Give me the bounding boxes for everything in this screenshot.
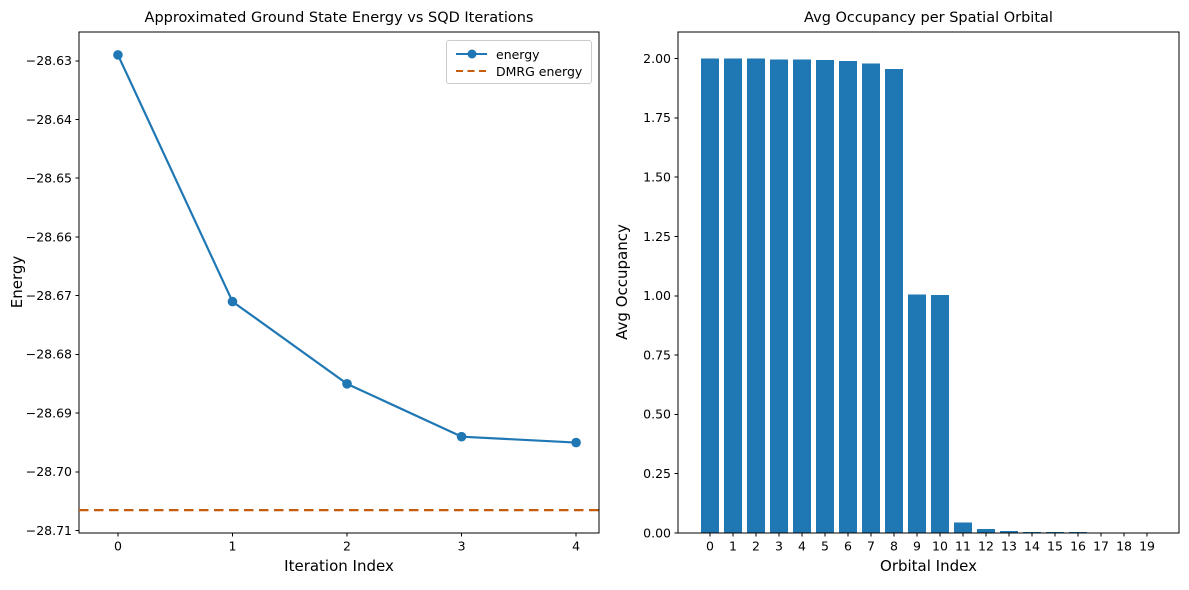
legend-label-dmrg-energy: DMRG energy (496, 63, 583, 79)
svg-text:19: 19 (1139, 539, 1155, 554)
svg-text:3: 3 (775, 539, 783, 554)
svg-text:−28.71: −28.71 (26, 523, 72, 538)
svg-text:−28.65: −28.65 (26, 171, 72, 186)
legend: energy DMRG energy (446, 40, 592, 84)
svg-text:1.25: 1.25 (643, 229, 671, 244)
svg-text:18: 18 (1116, 539, 1132, 554)
svg-text:1: 1 (729, 539, 737, 554)
svg-text:0: 0 (706, 539, 714, 554)
svg-text:16: 16 (1070, 539, 1086, 554)
energy-line-marker-sample-icon (456, 52, 487, 56)
svg-text:1: 1 (229, 539, 237, 554)
occupancy-x-axis-label: Orbital Index (880, 557, 977, 575)
svg-text:4: 4 (798, 539, 806, 554)
svg-text:12: 12 (978, 539, 994, 554)
svg-text:10: 10 (932, 539, 948, 554)
svg-text:7: 7 (867, 539, 875, 554)
svg-text:0.50: 0.50 (643, 407, 671, 422)
legend-item-energy: energy (456, 46, 583, 62)
svg-text:11: 11 (955, 539, 971, 554)
svg-text:−28.70: −28.70 (26, 464, 72, 479)
svg-text:0.75: 0.75 (643, 347, 671, 362)
svg-text:4: 4 (572, 539, 580, 554)
svg-text:−28.66: −28.66 (26, 229, 72, 244)
svg-text:1.00: 1.00 (643, 288, 671, 303)
legend-label-energy: energy (496, 46, 540, 62)
svg-text:−28.64: −28.64 (26, 112, 72, 127)
energy-chart-title: Approximated Ground State Energy vs SQD … (144, 10, 534, 26)
svg-text:0: 0 (114, 539, 122, 554)
svg-text:0.00: 0.00 (643, 525, 671, 540)
svg-text:−28.69: −28.69 (26, 405, 72, 420)
svg-text:13: 13 (1001, 539, 1017, 554)
svg-text:3: 3 (458, 539, 466, 554)
legend-item-dmrg-energy: DMRG energy (456, 63, 583, 79)
svg-text:2: 2 (343, 539, 351, 554)
svg-text:15: 15 (1047, 539, 1063, 554)
svg-text:−28.63: −28.63 (26, 53, 72, 68)
svg-text:17: 17 (1093, 539, 1109, 554)
occupancy-chart-title: Avg Occupancy per Spatial Orbital (804, 10, 1053, 26)
svg-text:−28.67: −28.67 (26, 288, 72, 303)
svg-text:6: 6 (844, 539, 852, 554)
svg-text:1.75: 1.75 (643, 110, 671, 125)
dmrg-dashed-line-sample-icon (456, 69, 487, 73)
svg-text:8: 8 (890, 539, 898, 554)
svg-text:−28.68: −28.68 (26, 347, 72, 362)
svg-text:2.00: 2.00 (643, 51, 671, 66)
svg-text:2: 2 (752, 539, 760, 554)
svg-text:14: 14 (1024, 539, 1040, 554)
svg-text:0.25: 0.25 (643, 466, 671, 481)
svg-text:5: 5 (821, 539, 829, 554)
svg-text:9: 9 (913, 539, 921, 554)
energy-x-axis-label: Iteration Index (284, 557, 394, 575)
svg-text:1.50: 1.50 (643, 169, 671, 184)
